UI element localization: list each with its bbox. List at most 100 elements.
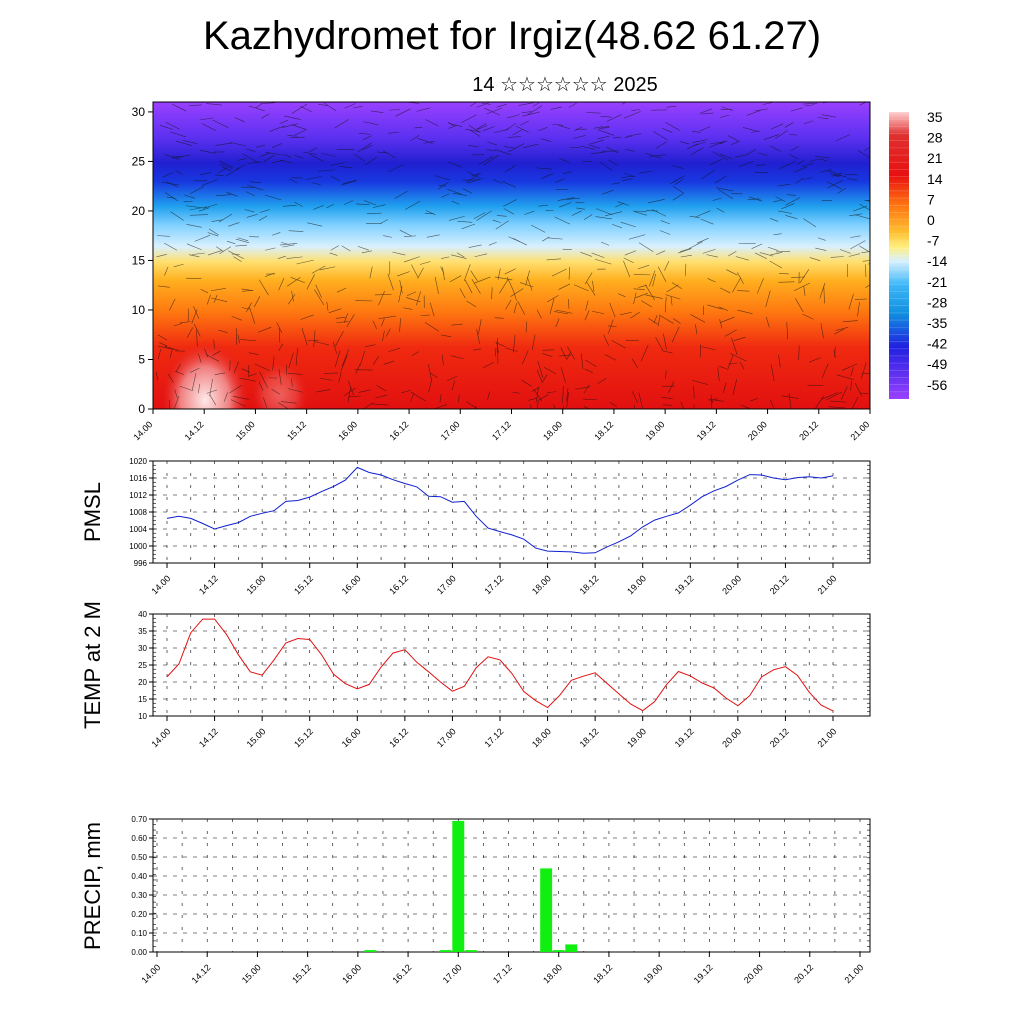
wind-barb	[580, 353, 584, 370]
wind-barb	[555, 309, 573, 314]
wind-barb	[536, 309, 542, 319]
wind-barb	[726, 269, 738, 276]
wind-barb	[356, 203, 370, 205]
wind-barb	[494, 276, 513, 281]
colorbar: 35 28 21 14 7 0 -7 -14 -21 -28 -35 -42 -49 -56	[889, 109, 947, 399]
wind-barb	[355, 364, 361, 374]
wind-barb	[186, 327, 194, 338]
wind-barb	[282, 244, 295, 248]
wind-barb	[442, 354, 444, 366]
wind-barb	[604, 211, 623, 217]
wind-barb	[263, 154, 276, 163]
wind-barb	[732, 277, 742, 293]
wind-barb	[189, 206, 208, 211]
wind-barb	[830, 400, 847, 403]
wind-barb	[656, 250, 666, 255]
wind-barb	[664, 296, 667, 313]
wind-barb	[552, 123, 564, 126]
wind-barb	[186, 223, 202, 228]
wind-barb	[503, 208, 515, 215]
wind-barb	[440, 266, 445, 275]
wind-barb	[417, 137, 433, 144]
wind-barb	[159, 342, 168, 347]
wind-barb	[314, 289, 325, 306]
wind-barb	[658, 314, 674, 324]
wind-barb	[291, 378, 293, 387]
wind-barb	[525, 270, 530, 286]
wind-barb	[692, 141, 706, 147]
x-tick-label: 14.00	[149, 726, 172, 749]
wind-barb	[674, 178, 684, 185]
wind-barb	[228, 222, 240, 227]
wind-barb	[655, 141, 667, 149]
wind-barb	[515, 125, 529, 133]
wind-barb	[606, 146, 619, 154]
wind-barb	[248, 373, 257, 377]
wind-barb	[567, 299, 570, 309]
wind-barb	[592, 280, 595, 292]
wind-barb	[793, 166, 808, 173]
panel-frame	[152, 460, 871, 564]
wind-barb	[536, 167, 553, 170]
wind-barb	[665, 121, 681, 131]
y-tick-label: 1012	[129, 491, 147, 500]
wind-barb	[339, 166, 353, 169]
x-tick-label: 15.12	[292, 573, 315, 596]
wind-barb	[820, 323, 824, 339]
wind-barb	[633, 405, 636, 409]
wind-barb	[246, 148, 256, 153]
wind-barb	[851, 397, 859, 409]
wind-barb	[638, 285, 647, 288]
wind-barb	[175, 170, 183, 175]
wind-barb	[470, 270, 478, 282]
wind-barb	[794, 298, 804, 312]
wind-barb	[601, 241, 610, 246]
wind-barb	[560, 366, 566, 383]
wind-barb	[189, 104, 202, 107]
wind-barb	[410, 392, 415, 402]
wind-barb	[645, 294, 663, 299]
wind-barb	[555, 318, 560, 328]
wind-barb	[451, 200, 460, 205]
wind-barb	[410, 391, 426, 402]
wind-barb	[210, 287, 226, 292]
wind-barb	[175, 363, 181, 373]
wind-barb	[695, 324, 698, 335]
wind-barb	[473, 212, 486, 219]
wind-barb	[158, 285, 170, 288]
wind-barb	[347, 387, 351, 403]
wind-barb	[458, 394, 460, 403]
wind-barb	[617, 201, 629, 206]
wind-barb	[288, 293, 296, 305]
wind-barb	[815, 247, 827, 251]
wind-barb	[465, 128, 481, 133]
wind-barb	[228, 250, 245, 260]
wind-barb	[155, 371, 159, 381]
wind-barb	[372, 356, 379, 366]
wind-barb	[596, 208, 613, 216]
wind-barb	[848, 293, 854, 310]
wind-barb	[537, 360, 544, 379]
wind-barb	[600, 127, 610, 129]
wind-barb	[520, 282, 534, 288]
wind-barb	[248, 105, 265, 112]
wind-barb	[802, 313, 814, 320]
wind-barb	[593, 126, 604, 129]
wind-barb	[478, 156, 494, 165]
wind-barb	[700, 169, 715, 180]
wind-barb	[242, 290, 254, 292]
wind-barb	[584, 368, 594, 374]
wind-barb	[363, 121, 379, 126]
y-tick-label: 20	[132, 204, 146, 218]
x-tick-label: 14.00	[149, 573, 172, 596]
wind-barb	[189, 186, 204, 195]
wind-barb	[507, 136, 521, 138]
wind-barb	[213, 339, 215, 349]
wind-barb	[688, 241, 703, 249]
wind-barb	[429, 302, 435, 317]
wind-barb	[380, 219, 388, 224]
wind-barb	[307, 222, 323, 227]
wind-barb	[716, 207, 725, 213]
wind-barb	[649, 154, 667, 157]
wind-barb	[541, 173, 554, 179]
